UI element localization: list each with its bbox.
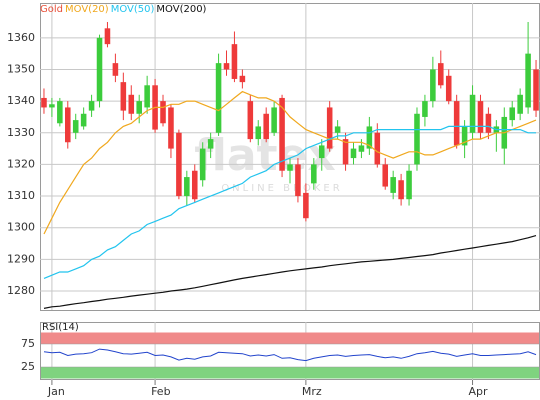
candle-body — [334, 126, 341, 133]
candle-body — [390, 177, 396, 193]
candle-body — [422, 101, 428, 117]
candle-body — [303, 192, 309, 219]
candle-body — [477, 101, 484, 133]
candle-body — [168, 107, 174, 149]
candle-body — [184, 177, 190, 197]
y-tick-label: 1300 — [7, 221, 35, 234]
candle-body — [239, 75, 246, 83]
rsi-band-lower — [41, 367, 539, 379]
candle-body — [445, 75, 452, 102]
candle-body — [430, 69, 436, 102]
candle-body — [160, 101, 166, 124]
candle-body — [57, 101, 63, 124]
candle-body — [128, 94, 135, 114]
rsi-line — [43, 348, 537, 362]
moving-average-line — [43, 90, 537, 235]
watermark-tagline: ONLINE BROKER — [221, 183, 342, 194]
y-tick-label: 1310 — [7, 189, 35, 202]
rsi-title: RSI(14) — [42, 322, 79, 333]
candle-body — [525, 53, 531, 108]
candle-body — [295, 164, 301, 197]
rsi-band-upper — [41, 332, 539, 344]
candle-body — [279, 97, 285, 171]
candle-body — [287, 164, 293, 171]
candle-body — [406, 170, 412, 200]
candle-body — [199, 148, 206, 181]
x-tick-label: Feb — [151, 385, 170, 398]
moving-average-line — [43, 125, 536, 279]
candle-body — [453, 101, 460, 146]
candle-body — [350, 148, 357, 159]
moving-average-line — [43, 235, 537, 309]
candle-body — [104, 28, 111, 45]
candle-body — [207, 139, 214, 149]
candle-body — [326, 107, 333, 149]
candle-body — [65, 107, 71, 143]
y-tick-label: 1290 — [7, 252, 35, 265]
y-tick-label: 1350 — [7, 62, 35, 75]
candle-body — [80, 113, 87, 127]
candle-body — [191, 170, 198, 200]
candle-body — [49, 104, 55, 108]
candle-body — [374, 132, 381, 165]
candle-body — [144, 85, 150, 108]
candle-body — [509, 107, 515, 121]
y-tick-label: 1330 — [7, 126, 35, 139]
y-tick-label: 1340 — [7, 94, 35, 107]
candle-body — [398, 180, 404, 200]
candle-body — [461, 126, 468, 146]
legend-entry: Gold — [40, 4, 63, 15]
candle-body — [342, 139, 349, 165]
candle-body — [469, 94, 476, 133]
y-tick-label: 1280 — [7, 284, 35, 297]
candle-body — [366, 126, 373, 149]
candle-body — [88, 101, 95, 111]
candle-body — [120, 82, 127, 111]
candle-body — [41, 97, 47, 108]
candle-body — [438, 63, 444, 86]
x-tick-label: Mrz — [302, 385, 322, 398]
x-tick-label: Apr — [469, 385, 489, 398]
candle-body — [215, 63, 222, 133]
y-tick-label: 1320 — [7, 157, 35, 170]
legend-entry: MOV(50) — [111, 4, 155, 15]
candle-body — [263, 113, 269, 140]
candle-body — [533, 69, 539, 111]
x-tick-label: Jan — [47, 385, 65, 398]
candle-body — [96, 37, 103, 102]
legend-entry: MOV(200) — [156, 4, 206, 15]
candle-body — [231, 44, 238, 79]
candle-body — [247, 101, 254, 140]
candle-body — [517, 94, 523, 114]
candle-body — [311, 164, 317, 184]
candle-body — [358, 145, 365, 152]
legend-entry: MOV(20) — [65, 4, 109, 15]
candle-body — [414, 113, 420, 165]
candle-body — [485, 113, 492, 133]
candle-body — [382, 164, 389, 187]
candle-body — [136, 101, 142, 114]
candle-body — [318, 145, 325, 159]
y-tick-label: 25 — [21, 360, 35, 373]
candle-body — [223, 63, 230, 70]
y-tick-label: 1360 — [7, 31, 35, 44]
candle-body — [112, 63, 119, 76]
y-tick-label: 75 — [21, 337, 35, 350]
candle-body — [72, 120, 79, 133]
candle-body — [176, 132, 182, 197]
candle-body — [271, 107, 277, 133]
candle-body — [255, 126, 262, 140]
